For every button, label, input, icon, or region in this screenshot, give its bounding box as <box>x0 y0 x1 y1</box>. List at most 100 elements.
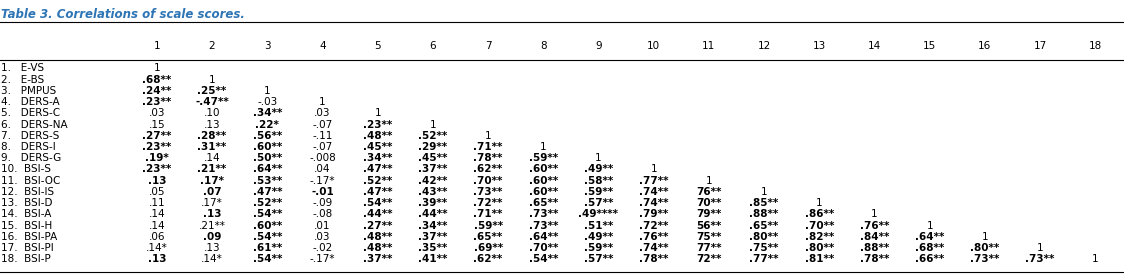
Text: .81**: .81** <box>805 254 834 264</box>
Text: -.09: -.09 <box>312 198 333 208</box>
Text: .71**: .71** <box>473 142 502 152</box>
Text: .60**: .60** <box>253 221 282 231</box>
Text: .50**: .50** <box>253 153 282 163</box>
Text: .39**: .39** <box>418 198 447 208</box>
Text: .14: .14 <box>203 153 220 163</box>
Text: Table 3. Correlations of scale scores.: Table 3. Correlations of scale scores. <box>1 8 245 21</box>
Text: .62**: .62** <box>473 254 502 264</box>
Text: .07: .07 <box>202 187 221 197</box>
Text: -.03: -.03 <box>257 97 278 107</box>
Text: .34**: .34** <box>418 221 447 231</box>
Text: .14: .14 <box>148 210 165 220</box>
Text: .21**: .21** <box>198 165 227 174</box>
Text: .34**: .34** <box>363 153 392 163</box>
Text: .49**: .49** <box>583 232 613 242</box>
Text: 15: 15 <box>923 41 936 51</box>
Text: .59**: .59** <box>473 221 502 231</box>
Text: -.47**: -.47** <box>196 97 229 107</box>
Text: -.17*: -.17* <box>310 254 335 264</box>
Text: .52**: .52** <box>363 176 392 186</box>
Text: 7.   DERS-S: 7. DERS-S <box>1 131 60 141</box>
Text: .69**: .69** <box>473 243 502 253</box>
Text: 1: 1 <box>374 108 381 118</box>
Text: .72**: .72** <box>473 198 502 208</box>
Text: 4: 4 <box>319 41 326 51</box>
Text: .77**: .77** <box>638 176 669 186</box>
Text: .03: .03 <box>148 108 165 118</box>
Text: .59**: .59** <box>583 187 613 197</box>
Text: 70**: 70** <box>696 198 722 208</box>
Text: 1: 1 <box>540 142 546 152</box>
Text: 1: 1 <box>981 232 988 242</box>
Text: .47**: .47** <box>363 187 392 197</box>
Text: -.11: -.11 <box>312 131 333 141</box>
Text: 1: 1 <box>871 210 878 220</box>
Text: 1: 1 <box>484 131 491 141</box>
Text: 1: 1 <box>706 176 713 186</box>
Text: .60**: .60** <box>528 176 558 186</box>
Text: .43**: .43** <box>418 187 447 197</box>
Text: .65**: .65** <box>528 198 558 208</box>
Text: 13.  BSI-D: 13. BSI-D <box>1 198 53 208</box>
Text: 14.  BSI-A: 14. BSI-A <box>1 210 52 220</box>
Text: .72**: .72** <box>638 221 669 231</box>
Text: .66**: .66** <box>915 254 944 264</box>
Text: .48**: .48** <box>363 232 392 242</box>
Text: .27**: .27** <box>363 221 392 231</box>
Text: .78**: .78** <box>473 153 502 163</box>
Text: .52**: .52** <box>253 198 282 208</box>
Text: .64**: .64** <box>253 165 282 174</box>
Text: .10: .10 <box>203 108 220 118</box>
Text: .01: .01 <box>315 221 330 231</box>
Text: .48**: .48** <box>363 243 392 253</box>
Text: .17*: .17* <box>200 176 224 186</box>
Text: 10: 10 <box>647 41 660 51</box>
Text: .03: .03 <box>315 108 330 118</box>
Text: .74**: .74** <box>638 243 669 253</box>
Text: 5.   DERS-C: 5. DERS-C <box>1 108 61 118</box>
Text: 6.   DERS-NA: 6. DERS-NA <box>1 119 67 129</box>
Text: .70**: .70** <box>805 221 834 231</box>
Text: .54**: .54** <box>363 198 392 208</box>
Text: .13: .13 <box>203 119 220 129</box>
Text: 1: 1 <box>429 119 436 129</box>
Text: .73**: .73** <box>528 210 558 220</box>
Text: .54**: .54** <box>528 254 558 264</box>
Text: 1: 1 <box>1036 243 1043 253</box>
Text: .42**: .42** <box>418 176 447 186</box>
Text: .70**: .70** <box>473 176 502 186</box>
Text: .31**: .31** <box>198 142 227 152</box>
Text: .23**: .23** <box>363 119 392 129</box>
Text: .75**: .75** <box>750 243 779 253</box>
Text: .09: .09 <box>202 232 221 242</box>
Text: .49****: .49**** <box>579 210 618 220</box>
Text: .27**: .27** <box>142 131 172 141</box>
Text: .21**: .21** <box>199 221 226 231</box>
Text: .47**: .47** <box>363 165 392 174</box>
Text: .78**: .78** <box>638 254 669 264</box>
Text: .79**: .79** <box>640 210 669 220</box>
Text: .47**: .47** <box>253 187 282 197</box>
Text: -.07: -.07 <box>312 142 333 152</box>
Text: .76**: .76** <box>860 221 889 231</box>
Text: .54**: .54** <box>253 254 282 264</box>
Text: 1: 1 <box>761 187 768 197</box>
Text: .86**: .86** <box>805 210 834 220</box>
Text: 1: 1 <box>264 86 271 96</box>
Text: .34**: .34** <box>253 108 282 118</box>
Text: .88**: .88** <box>750 210 779 220</box>
Text: 12.  BSI-IS: 12. BSI-IS <box>1 187 54 197</box>
Text: 16.  BSI-PA: 16. BSI-PA <box>1 232 57 242</box>
Text: .15: .15 <box>148 119 165 129</box>
Text: 17.  BSI-PI: 17. BSI-PI <box>1 243 54 253</box>
Text: .73**: .73** <box>528 221 558 231</box>
Text: 11: 11 <box>702 41 716 51</box>
Text: 18: 18 <box>1089 41 1102 51</box>
Text: 9: 9 <box>595 41 601 51</box>
Text: .65**: .65** <box>750 221 779 231</box>
Text: .54**: .54** <box>253 210 282 220</box>
Text: .64**: .64** <box>528 232 558 242</box>
Text: .45**: .45** <box>418 153 447 163</box>
Text: .80**: .80** <box>970 243 999 253</box>
Text: 1: 1 <box>154 63 161 73</box>
